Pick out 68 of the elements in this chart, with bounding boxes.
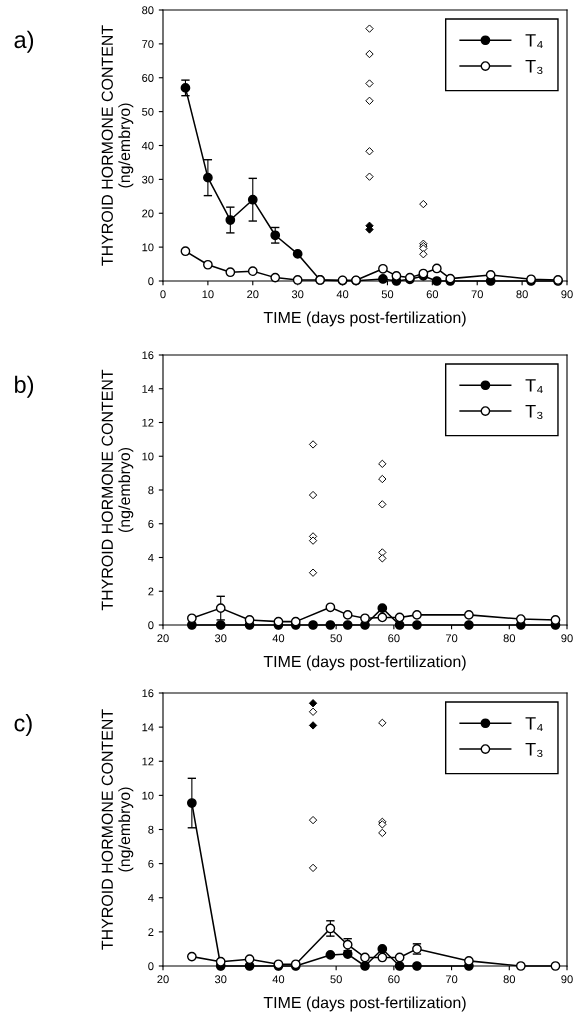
- x-tick-label: 50: [381, 290, 394, 299]
- y-tick-label: 12: [142, 418, 154, 427]
- y-tick-label: 6: [148, 520, 154, 528]
- x-tick-label: 90: [561, 975, 573, 984]
- y-axis-title: THYROID HORMONE CONTENT (ng/embryo): [101, 25, 134, 266]
- y-axis-title: THYROID HORMONE CONTENT (ng/embryo): [101, 369, 134, 611]
- x-tick-label: 50: [330, 975, 342, 984]
- y-axis-title: THYROID HORMONE CONTENT (ng/embryo): [101, 709, 134, 950]
- x-tick-label: 80: [503, 975, 516, 984]
- y-tick-label: 16: [142, 689, 154, 698]
- y-tick-label: 14: [142, 385, 154, 393]
- y-tick-label: 6: [148, 859, 154, 868]
- y-tick-label: 2: [148, 587, 154, 596]
- legend-label: T₄: [525, 717, 543, 732]
- y-tick-label: 50: [142, 107, 154, 116]
- text: b): [15, 375, 34, 398]
- y-tick-label: 30: [142, 175, 154, 184]
- x-tick-label: 90: [561, 290, 573, 299]
- x-tick-label: 60: [426, 290, 439, 299]
- x-tick-label: 20: [247, 290, 259, 299]
- y-tick-label: 2: [148, 928, 154, 936]
- y-tick-label: 40: [141, 141, 154, 150]
- y-tick-label: 8: [148, 486, 154, 495]
- y-tick-label: 4: [148, 553, 154, 562]
- y-tick-label: 20: [142, 209, 154, 218]
- x-tick-label: 90: [561, 634, 573, 643]
- y-tick-label: 14: [142, 723, 154, 732]
- legend-label: T₄: [525, 34, 543, 49]
- y-tick-label: 0: [148, 621, 154, 630]
- x-tick-label: 70: [471, 290, 483, 299]
- x-tick-label: 80: [516, 290, 528, 299]
- x-axis-title: TIME (days post-fertilization): [263, 311, 466, 327]
- legend-label: T₄: [525, 379, 543, 394]
- x-tick-label: 40: [336, 290, 349, 299]
- x-tick-label: 0: [160, 290, 166, 299]
- y-tick-label: 70: [142, 40, 154, 49]
- y-tick-label: 12: [142, 757, 154, 766]
- x-tick-label: 70: [445, 975, 458, 984]
- x-tick-label: 20: [157, 634, 169, 643]
- x-tick-label: 70: [445, 634, 458, 643]
- y-tick-label: 10: [142, 791, 154, 800]
- y-tick-label: 4: [148, 894, 154, 902]
- x-tick-label: 30: [214, 634, 227, 643]
- x-tick-label: 40: [272, 975, 285, 984]
- text: a): [14, 30, 34, 53]
- y-tick-label: 0: [148, 277, 154, 286]
- x-tick-label: 10: [202, 290, 214, 299]
- x-axis-title: TIME (days post-fertilization): [263, 655, 466, 671]
- x-tick-label: 60: [388, 634, 400, 643]
- x-tick-label: 50: [330, 634, 342, 643]
- x-axis-title: TIME (days post-fertilization): [263, 996, 466, 1012]
- y-tick-label: 60: [142, 74, 154, 82]
- text: c): [14, 714, 32, 737]
- legend-label: T₃: [525, 742, 543, 758]
- y-tick-label: 16: [142, 351, 154, 360]
- x-tick-label: 30: [214, 975, 227, 984]
- x-tick-label: 30: [291, 290, 304, 299]
- x-tick-label: 20: [157, 975, 169, 984]
- y-tick-label: 10: [142, 452, 154, 461]
- x-tick-label: 60: [388, 975, 400, 984]
- legend-label: T₃: [525, 404, 543, 420]
- legend-label: T₃: [525, 59, 543, 75]
- y-tick-label: 10: [142, 243, 154, 252]
- x-tick-label: 80: [503, 634, 516, 643]
- y-tick-label: 80: [142, 6, 154, 15]
- x-tick-label: 40: [272, 634, 285, 643]
- y-tick-label: 0: [148, 962, 154, 971]
- y-tick-label: 8: [148, 825, 154, 834]
